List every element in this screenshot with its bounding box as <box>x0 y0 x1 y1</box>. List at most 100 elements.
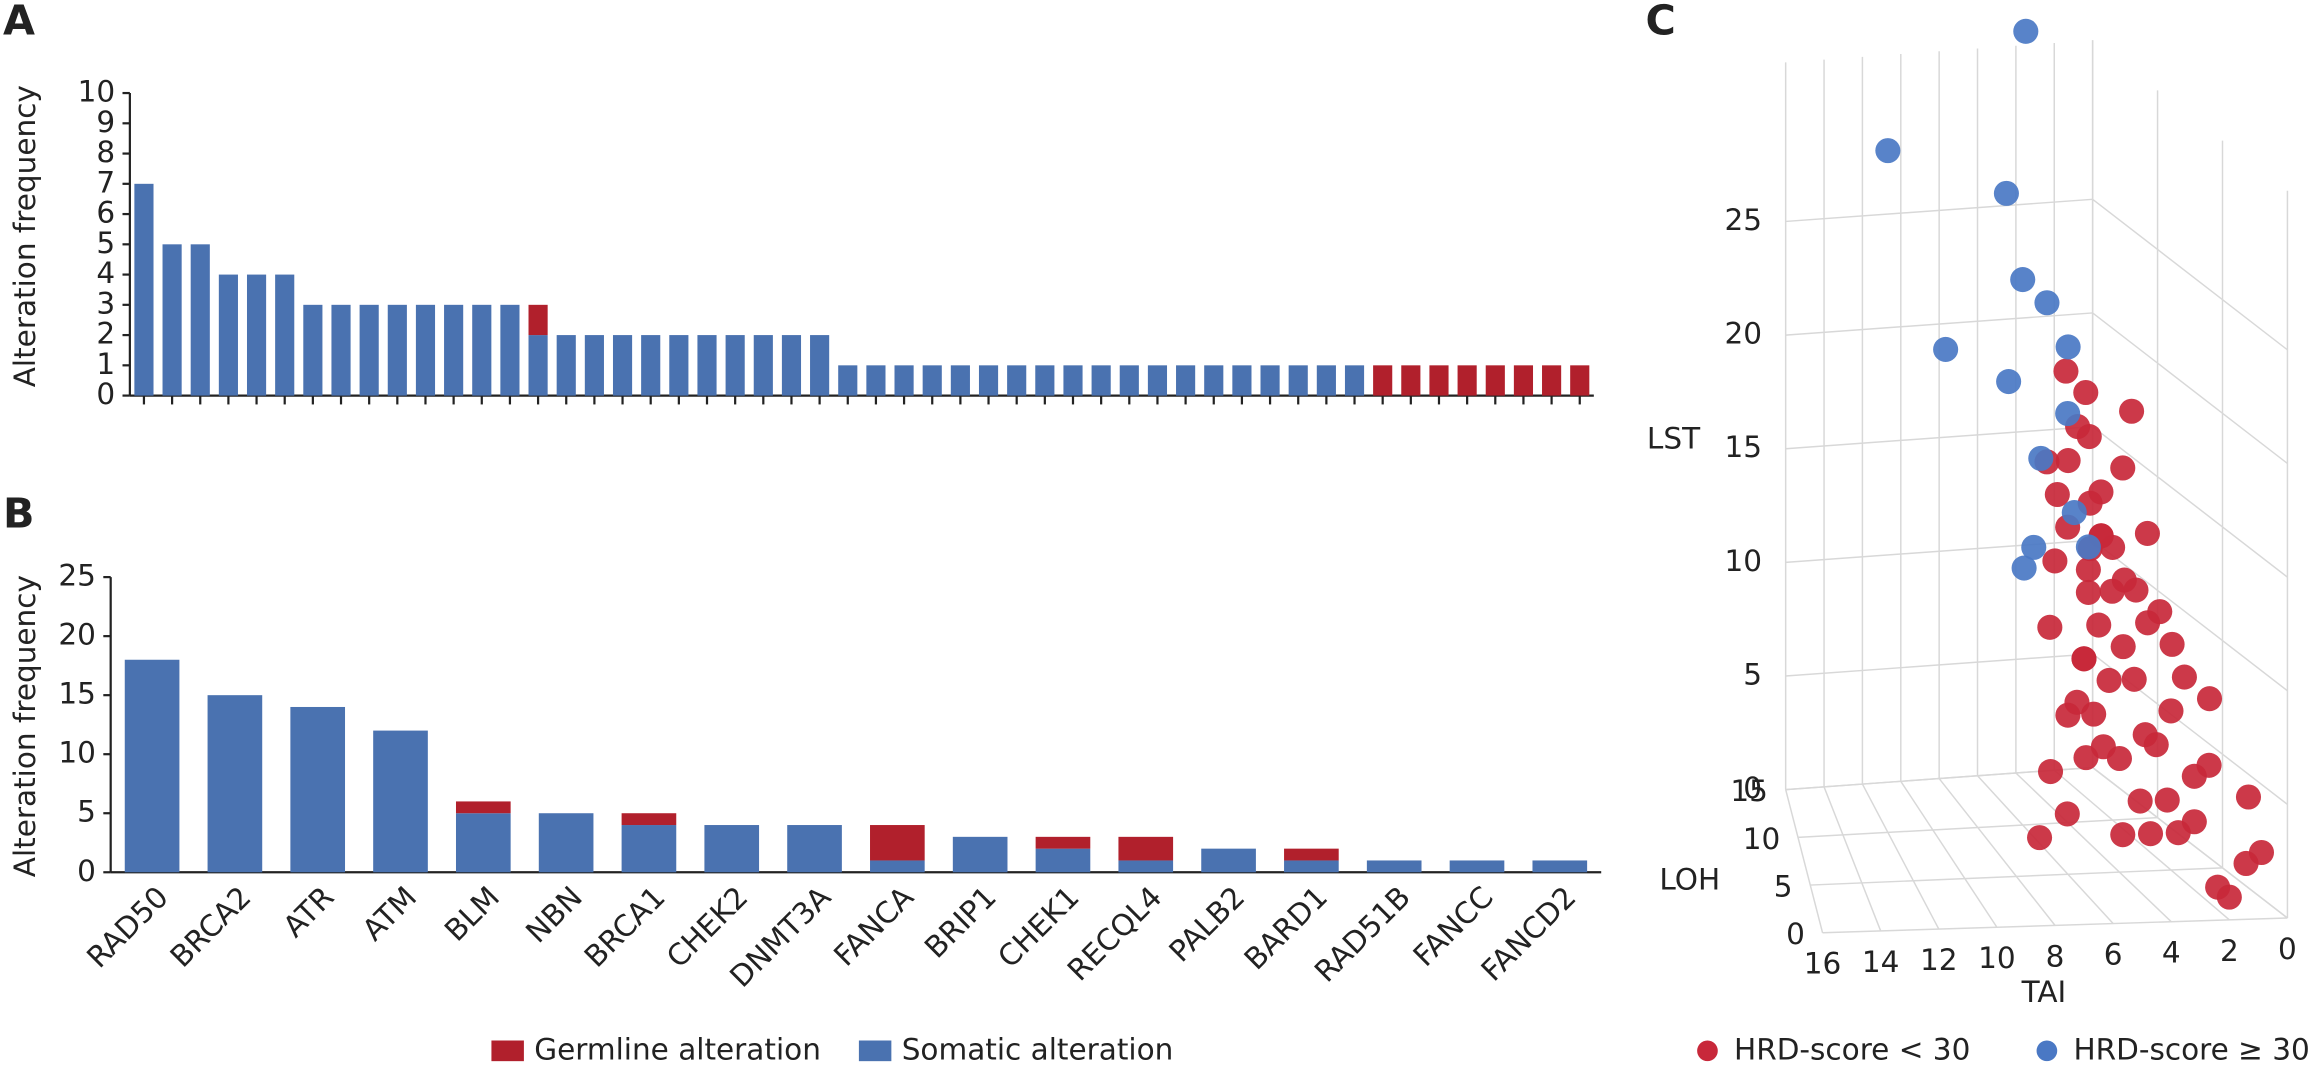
bar-segment <box>1035 365 1055 396</box>
point <box>2158 698 2184 724</box>
bar-segment <box>781 335 802 396</box>
y-tick-label: 2 <box>96 317 115 351</box>
bar-segment <box>472 304 492 396</box>
y-tick-label: 0 <box>96 377 115 411</box>
y-tick-label: 1 <box>96 347 115 381</box>
x-tick-label: PALB2 <box>1163 880 1252 969</box>
legend-marker <box>2036 1040 2058 1062</box>
legend-label: HRD-score ≥ 30 <box>2073 1032 2309 1066</box>
z-tick-label: 25 <box>1725 203 1763 237</box>
bar-segment <box>612 335 633 396</box>
bar-segment <box>331 304 351 396</box>
bar-segment <box>275 274 295 396</box>
bar-segment <box>124 659 180 873</box>
point <box>2053 358 2079 384</box>
legend-swatch <box>491 1040 524 1062</box>
bar-segment <box>810 335 830 396</box>
bar-segment <box>1201 848 1256 873</box>
y-tick-label: 15 <box>1730 774 1768 808</box>
y-tick-label: 0 <box>77 854 96 888</box>
point <box>2099 578 2125 604</box>
z-tick-label: 0 <box>1743 771 1762 805</box>
z-tick-label: 5 <box>1743 657 1762 691</box>
bar-segment <box>246 274 267 396</box>
point <box>2075 579 2101 605</box>
y-tick-label: 25 <box>58 559 96 593</box>
bar-segment <box>1457 365 1477 396</box>
point <box>1933 336 1959 362</box>
grid-line <box>2092 312 2288 465</box>
bar-segment <box>697 335 717 396</box>
point <box>2086 612 2112 638</box>
bar-segment <box>1118 860 1174 873</box>
bar-segment <box>190 244 210 396</box>
point <box>2055 448 2081 474</box>
point <box>2137 821 2164 847</box>
y-tick-label: 10 <box>78 75 116 109</box>
grid-line <box>1797 816 2158 839</box>
bar-segment <box>1035 848 1091 873</box>
panel-label: A <box>3 0 35 45</box>
bar-segment <box>952 836 1008 873</box>
point <box>2196 686 2223 712</box>
bar-segment <box>500 304 520 396</box>
z-tick-label: 15 <box>1725 430 1763 464</box>
point <box>2037 614 2063 640</box>
bar-segment <box>1570 365 1590 396</box>
point <box>2075 534 2101 560</box>
bar-segment <box>387 304 407 396</box>
z-tick-label: 20 <box>1725 317 1763 351</box>
grid-line <box>2053 769 2230 921</box>
bar-segment <box>303 304 323 396</box>
point <box>1993 180 2019 206</box>
y-tick-label: 0 <box>1786 917 1805 951</box>
x-tick-label: 12 <box>1920 943 1958 977</box>
x-tick-label: ATM <box>356 880 423 947</box>
point <box>2028 445 2054 471</box>
legend-label: HRD-score < 30 <box>1734 1032 1970 1066</box>
y-tick-label: 20 <box>58 618 96 652</box>
y-tick-label: 15 <box>58 677 96 711</box>
bar-segment <box>1284 848 1339 861</box>
grid-line <box>2092 766 2288 919</box>
grid-line <box>1822 917 2288 934</box>
z-tick-label: 10 <box>1725 544 1763 578</box>
x-axis-label: TAI <box>2021 975 2067 1009</box>
point <box>2147 599 2173 625</box>
y-tick-label: 8 <box>96 135 115 169</box>
point <box>2132 722 2158 748</box>
bar-segment <box>1288 365 1308 396</box>
point <box>2110 634 2136 660</box>
point <box>2034 290 2060 316</box>
bar-segment <box>162 244 182 396</box>
grid-line <box>1861 783 1940 930</box>
point <box>2096 667 2122 693</box>
point <box>2171 664 2197 690</box>
bar-segment <box>1035 836 1091 849</box>
bar-segment <box>455 801 511 814</box>
point <box>2073 379 2099 406</box>
grid-line <box>1784 789 1824 933</box>
grid-line <box>1823 786 1882 932</box>
point <box>2127 788 2153 814</box>
point <box>1875 138 1901 164</box>
bar-segment <box>1513 365 1534 396</box>
bar-segment <box>870 860 925 873</box>
bar-segment <box>415 304 436 396</box>
bar-segment <box>1316 365 1336 396</box>
bar-segment <box>134 183 154 396</box>
bar-segment <box>207 695 263 873</box>
y-tick-label: 5 <box>96 226 115 260</box>
bar-segment <box>704 825 760 873</box>
grid-line <box>1785 198 2093 223</box>
bar-segment <box>866 365 886 396</box>
x-tick-label: BRIP1 <box>918 880 1003 965</box>
bar-segment <box>528 304 548 336</box>
point <box>2154 787 2180 813</box>
y-tick-label: 7 <box>96 165 115 199</box>
y-axis-label: Alteration frequency <box>8 575 42 877</box>
grid-line <box>2015 772 2172 923</box>
x-tick-label: BRCA2 <box>164 880 258 974</box>
bar-segment <box>621 813 677 826</box>
